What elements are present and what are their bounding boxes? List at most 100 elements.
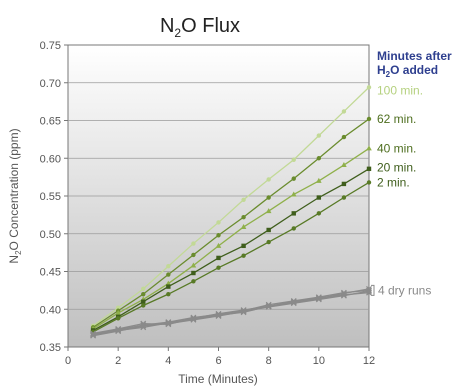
data-point: [291, 157, 296, 162]
data-point: [341, 162, 347, 168]
data-point: [316, 177, 322, 183]
legend-entry: 40 min.: [377, 141, 416, 155]
y-axis-ticks: 0.35 0.40 0.45 0.50 0.55 0.60 0.65 0.70 0.75: [40, 40, 68, 354]
data-point: [266, 195, 271, 200]
y-tick-label: 0.45: [40, 267, 61, 279]
data-point: [240, 307, 247, 314]
data-point: [290, 298, 297, 304]
data-point: [266, 227, 271, 233]
data-point: [165, 280, 172, 286]
data-point: [341, 109, 347, 114]
data-point: [190, 262, 197, 268]
data-point: [291, 211, 296, 216]
data-point: [366, 287, 372, 294]
y-tick-label: 0.60: [40, 153, 61, 165]
y-tick-label: 0.50: [40, 229, 61, 241]
legend: 100 min. 62 min. 40 min. 20 min.2 min. 4 dry…: [371, 83, 431, 297]
data-point: [290, 191, 297, 197]
series-line: [92, 86, 370, 327]
data-point: [190, 314, 197, 321]
legend-entry: 100 min.: [377, 83, 423, 97]
data-point: [265, 208, 272, 214]
x-tick-label: 8: [266, 355, 272, 367]
legend-entry: 62 min.: [377, 112, 416, 126]
legend-title: Minutes after: [377, 49, 452, 63]
data-point: [216, 265, 221, 270]
data-point: [141, 291, 146, 297]
data-point: [291, 226, 296, 231]
chart-title: N2O Flux: [160, 15, 240, 40]
x-axis-ticks: 0 2 4 6 8 10 12: [65, 347, 375, 367]
data-point: [141, 286, 146, 292]
data-point: [215, 311, 222, 318]
series-line: [92, 168, 370, 331]
y-axis-label: N2O Concentration (ppm): [7, 128, 23, 263]
data-point: [115, 316, 121, 321]
data-point: [141, 303, 146, 308]
y-tick-label: 0.65: [40, 116, 61, 128]
y-tick-label: 0.40: [40, 304, 61, 316]
data-point: [141, 299, 146, 304]
y-tick-label: 0.75: [40, 40, 61, 52]
data-point: [340, 289, 347, 296]
data-point: [191, 279, 196, 284]
series-2-min-: [90, 180, 372, 335]
dry-runs-bracket: [371, 284, 375, 296]
data-point: [166, 291, 171, 297]
x-tick-label: 12: [363, 355, 375, 367]
data-point: [241, 197, 246, 202]
data-point: [341, 134, 347, 140]
data-point: [366, 116, 372, 122]
data-point: [216, 220, 221, 225]
x-tick-label: 6: [215, 355, 221, 367]
data-point: [316, 211, 322, 216]
y-tick-label: 0.70: [40, 78, 61, 90]
data-point: [366, 145, 372, 151]
data-point: [265, 301, 272, 308]
y-tick-label: 0.55: [40, 191, 61, 203]
data-point: [90, 331, 97, 338]
data-point: [166, 264, 171, 269]
x-axis-label: Time (Minutes): [178, 372, 258, 386]
data-point: [266, 177, 271, 182]
data-point: [291, 176, 296, 181]
data-point: [216, 233, 221, 238]
data-point: [165, 319, 172, 326]
data-point: [115, 310, 121, 316]
series-4-dry-runs: [90, 287, 372, 338]
series-100-min-: [90, 85, 372, 329]
data-point: [241, 253, 246, 258]
legend-entry: 2 min.: [377, 175, 410, 189]
data-point: [166, 284, 171, 289]
series-line: [92, 118, 370, 328]
data-point: [191, 241, 196, 246]
data-point: [215, 242, 222, 248]
data-point: [316, 133, 322, 138]
data-point: [341, 181, 347, 187]
series-line: [92, 291, 370, 336]
legend-entry: 4 dry runs: [378, 283, 431, 297]
data-point: [366, 85, 372, 90]
data-point: [315, 294, 322, 301]
data-point: [366, 166, 372, 172]
legend-title-line2: H2O added: [377, 63, 438, 79]
data-point: [266, 239, 271, 245]
data-point: [366, 180, 372, 185]
data-point: [240, 223, 247, 229]
series-line: [92, 289, 370, 335]
y-tick-label: 0.35: [40, 342, 61, 354]
data-point: [341, 195, 347, 200]
data-point: [316, 156, 322, 161]
data-point: [166, 272, 171, 277]
data-point: [115, 326, 122, 333]
data-point: [216, 255, 221, 261]
data-point: [191, 252, 196, 258]
legend-entry: 20 min.: [377, 160, 416, 174]
x-tick-label: 2: [115, 355, 121, 367]
data-series: [90, 85, 372, 339]
data-point: [140, 322, 147, 329]
series-line: [92, 181, 370, 333]
x-tick-label: 10: [313, 355, 325, 367]
x-tick-label: 0: [65, 355, 71, 367]
